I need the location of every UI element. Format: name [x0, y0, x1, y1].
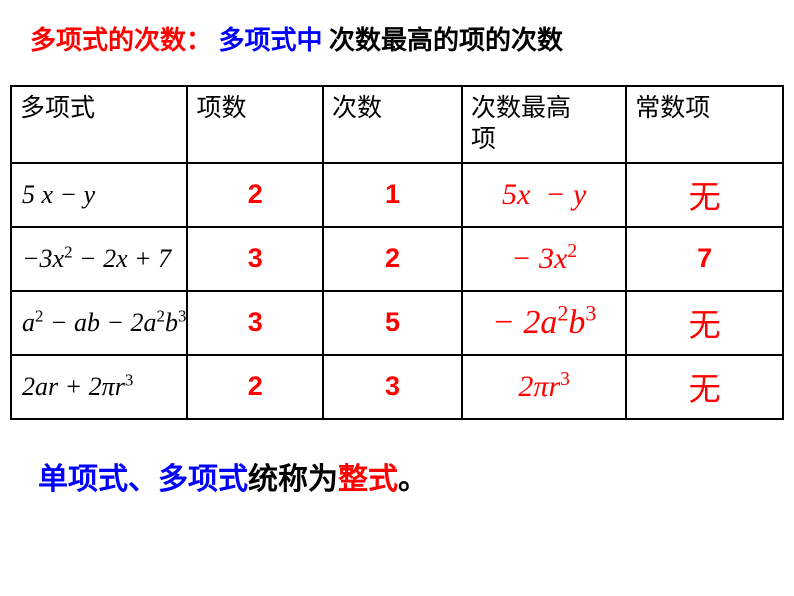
- title-part1: 多项式的次数：: [30, 26, 212, 55]
- summary-part3: 整式: [338, 463, 398, 496]
- title-part2: 多项式中: [219, 26, 323, 55]
- cell-highest-term: 5x − y: [462, 163, 626, 227]
- cell-term-count: 3: [187, 227, 323, 291]
- header-polynomial: 多项式: [11, 86, 187, 163]
- cell-constant: 7: [626, 227, 783, 291]
- table-row: 5 x − y215x − y无: [11, 163, 783, 227]
- table-row: 2ar + 2πr3232πr3无: [11, 355, 783, 419]
- cell-degree: 1: [323, 163, 462, 227]
- cell-degree: 3: [323, 355, 462, 419]
- table-row: a2 − ab − 2a2b335− 2a2b3无: [11, 291, 783, 355]
- cell-term-count: 2: [187, 163, 323, 227]
- title-part3: 次数最高的项的次数: [329, 26, 563, 55]
- table-row: −3x2 − 2x + 732− 3x27: [11, 227, 783, 291]
- cell-highest-term: − 3x2: [462, 227, 626, 291]
- cell-polynomial: −3x2 − 2x + 7: [11, 227, 187, 291]
- header-degree: 次数: [323, 86, 462, 163]
- summary: 单项式、多项式统称为整式。: [10, 454, 784, 498]
- cell-polynomial: a2 − ab − 2a2b3: [11, 291, 187, 355]
- table-header-row: 多项式 项数 次数 次数最高 项 常数项: [11, 86, 783, 163]
- cell-degree: 2: [323, 227, 462, 291]
- cell-highest-term: − 2a2b3: [462, 291, 626, 355]
- cell-polynomial: 2ar + 2πr3: [11, 355, 187, 419]
- summary-part2: 统称为: [248, 463, 338, 496]
- cell-term-count: 3: [187, 291, 323, 355]
- cell-term-count: 2: [187, 355, 323, 419]
- cell-constant: 无: [626, 291, 783, 355]
- cell-highest-term: 2πr3: [462, 355, 626, 419]
- cell-constant: 无: [626, 163, 783, 227]
- cell-polynomial: 5 x − y: [11, 163, 187, 227]
- header-term-count: 项数: [187, 86, 323, 163]
- summary-part4: 。: [398, 463, 428, 496]
- title: 多项式的次数： 多项式中 次数最高的项的次数: [10, 20, 784, 57]
- cell-constant: 无: [626, 355, 783, 419]
- header-constant: 常数项: [626, 86, 783, 163]
- header-highest-term: 次数最高 项: [462, 86, 626, 163]
- cell-degree: 5: [323, 291, 462, 355]
- summary-part1: 单项式、多项式: [38, 463, 248, 496]
- polynomial-table: 多项式 项数 次数 次数最高 项 常数项 5 x − y215x − y无−3x…: [10, 85, 784, 420]
